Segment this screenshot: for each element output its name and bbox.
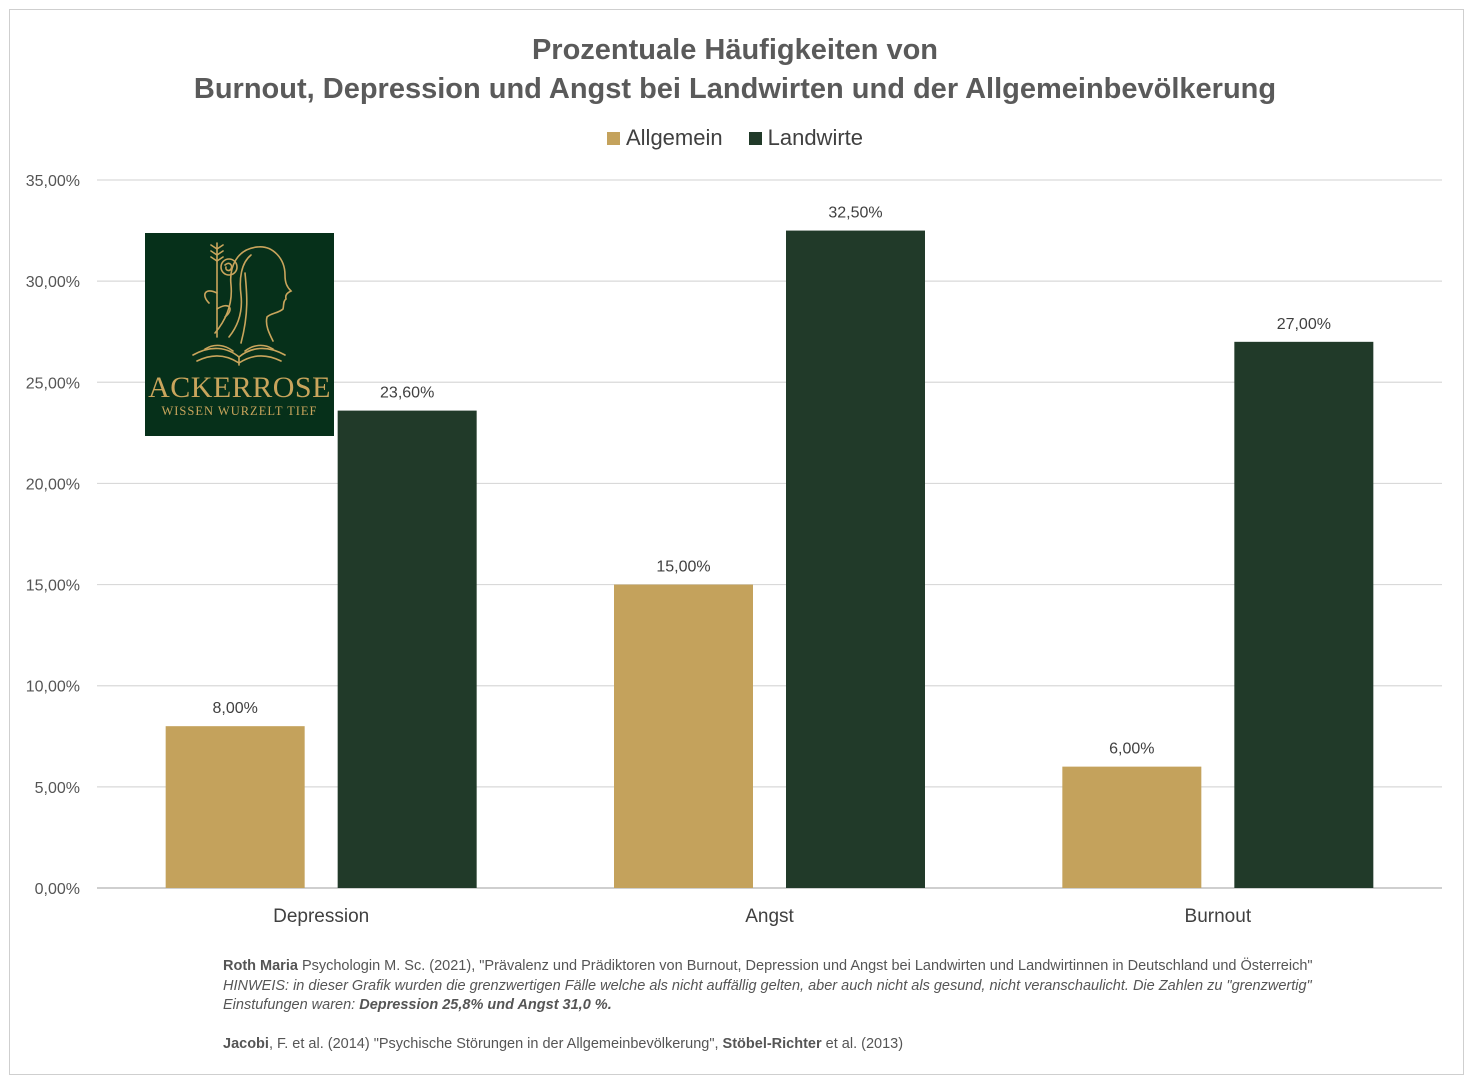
source-author-stoebel: Stöbel-Richter [722,1035,822,1052]
source-author-roth: Roth Maria [223,958,298,974]
y-tick-label: 10,00% [26,679,80,696]
y-tick-label: 25,00% [26,375,80,392]
legend: Allgemein Landwirte [0,125,1470,151]
logo-name: ACKERROSE [148,371,331,404]
note-text: : in dieser Grafik wurden die grenzwerti… [223,977,1312,1014]
legend-swatch-landwirte [748,131,762,145]
legend-label-landwirte: Landwirte [767,125,863,150]
logo-tagline: WISSEN WURZELT TIEF [161,404,318,418]
source-text-jacobi: , F. et al. (2014) "Psychische Störungen… [268,1035,723,1052]
woman-rose-book-emblem [192,242,293,366]
chart-title-line-2: Burnout, Depression und Angst bei Landwi… [193,73,1277,105]
data-label: 27,00% [1277,316,1331,333]
y-tick-label: 30,00% [26,274,80,291]
source-author-jacobi: Jacobi [223,1035,269,1052]
source-line-jacobi: Jacobi, F. et al. (2014) "Psychische Stö… [223,1035,1323,1055]
x-category-label: Angst [745,906,794,927]
y-tick-label: 20,00% [26,476,80,493]
y-tick-label: 15,00% [26,578,80,595]
note-bold-values: Depression 25,8% und Angst 31,0 %. [359,997,612,1013]
x-category-label: Depression [273,906,369,927]
data-label: 32,50% [828,205,882,222]
y-tick-label: 0,00% [35,881,80,898]
source-text-stoebel: et al. (2013) [821,1035,904,1052]
bar [614,584,753,888]
source-line-roth: Roth Maria Psychologin M. Sc. (2021), "P… [223,957,1323,977]
bar [337,410,477,888]
ackerrose-logo: ACKERROSE WISSEN WURZELT TIEF [145,233,334,436]
legend-item-landwirte: Landwirte [748,125,863,151]
chart-title-line-1: Prozentuale Häufigkeiten von [531,34,939,66]
source-note: HINWEIS: in dieser Grafik wurden die gre… [223,977,1323,1016]
bar [1062,766,1202,888]
source-notes: Roth Maria Psychologin M. Sc. (2021), "P… [223,957,1323,1054]
y-tick-label: 35,00% [26,173,80,190]
data-label: 23,60% [380,385,434,402]
data-label: 6,00% [1109,741,1154,758]
bar [786,230,925,889]
bar [165,726,305,888]
source-text-roth: Psychologin M. Sc. (2021), "Prävalenz un… [297,958,1313,974]
legend-item-allgemein: Allgemein [607,125,723,151]
chart-frame [9,9,1464,1075]
bar [1234,341,1374,888]
data-label: 15,00% [656,559,710,576]
x-category-label: Burnout [1185,906,1252,927]
legend-swatch-allgemein [607,131,620,145]
y-tick-label: 5,00% [35,780,80,797]
legend-label-allgemein: Allgemein [626,125,723,150]
note-label: HINWEIS [223,977,286,994]
data-label: 8,00% [212,700,257,717]
